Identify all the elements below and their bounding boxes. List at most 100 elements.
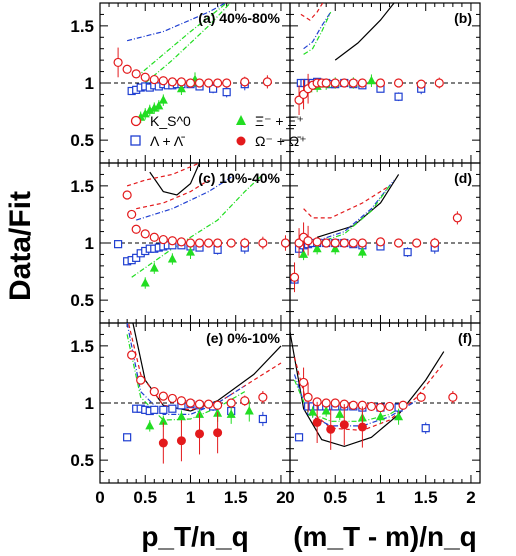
xi-point [145, 105, 155, 114]
lambda-point [159, 405, 168, 414]
xi-point [185, 247, 195, 256]
omega-point [176, 436, 186, 446]
xi-point [330, 243, 340, 253]
kaon-point [149, 232, 159, 242]
panel-b: (b) [289, 2, 481, 164]
lambda-point [208, 84, 218, 93]
kaon-point [222, 78, 232, 88]
kaon-point [384, 401, 395, 412]
legend-marker-lambda [130, 135, 141, 146]
kaon-point [149, 386, 159, 397]
legend-marker-kaon [130, 115, 142, 127]
xi-point [167, 254, 177, 263]
kaon-point [290, 272, 300, 282]
xi-point [140, 278, 150, 287]
omega-point [158, 438, 168, 448]
lambda-point [222, 88, 231, 97]
kaon-point [176, 237, 187, 247]
panel-content [100, 323, 290, 464]
kaon-point [303, 236, 313, 246]
xi-point [299, 249, 309, 258]
x-axis-title-left: p_T/n_q [141, 521, 248, 552]
fit-curve [126, 323, 246, 415]
kaon-point [194, 78, 205, 88]
x-tick-label: 0.5 [323, 488, 347, 507]
kaon-point [434, 78, 444, 88]
lambda-point [132, 253, 141, 262]
kaon-point [348, 238, 358, 248]
kaon-point [240, 396, 250, 406]
kaon-point [430, 238, 440, 248]
kaon-point [167, 77, 177, 87]
fit-curve [293, 379, 408, 422]
x-tick-label: 1.5 [414, 488, 438, 507]
xi-point [149, 103, 159, 112]
lambda-point [168, 404, 177, 413]
kaon-point [185, 238, 196, 248]
kaon-point [357, 78, 367, 88]
kaon-point [213, 78, 223, 88]
xi-point [154, 100, 164, 110]
kaon-point [321, 238, 331, 248]
lambda-point [113, 240, 123, 249]
fit-curve [144, 3, 232, 84]
xi-point [394, 411, 404, 421]
kaon-point [393, 238, 404, 248]
kaon-point [375, 78, 386, 88]
kaon-point [240, 238, 250, 248]
kaon-point [312, 237, 322, 247]
kaon-point [357, 238, 367, 248]
kaon-point [226, 398, 236, 408]
fit-curve [316, 185, 390, 244]
y-tick-label: 0.5 [70, 451, 94, 470]
xi-point [312, 243, 322, 253]
kaon-point [330, 78, 340, 88]
kaon-point [149, 74, 159, 85]
fit-curve [303, 185, 390, 219]
fit-curve [136, 179, 209, 210]
kaon-point [158, 391, 168, 401]
xi-point [226, 409, 236, 418]
kaon-point [416, 79, 426, 89]
xi-point [158, 416, 168, 425]
lambda-point [421, 424, 430, 433]
fit-curve [131, 173, 264, 278]
xi-point [335, 409, 345, 418]
panel-label: (a) 40%-80% [198, 10, 280, 26]
y-tick-label: 1.5 [70, 17, 94, 36]
kaon-point [122, 64, 132, 74]
y-tick-label: 1.5 [70, 177, 94, 196]
omega-point [357, 422, 367, 432]
x-tick-label: 0 [285, 488, 294, 507]
xi-point [308, 407, 318, 416]
kaon-point [298, 377, 309, 388]
kaon-point [122, 190, 132, 200]
kaon-point [203, 399, 214, 409]
kaon-point [158, 76, 168, 86]
y-tick-label: 1 [85, 74, 94, 93]
kaon-point [258, 238, 268, 248]
kaon-point [131, 69, 141, 79]
kaon-point [136, 375, 146, 385]
kaon-point [339, 238, 349, 248]
fit-curve [136, 173, 237, 221]
xi-point [321, 406, 331, 415]
xi-point [375, 411, 385, 421]
panel-label: (c) 10%-40% [198, 170, 280, 186]
kaon-point [131, 224, 141, 234]
kaon-point [194, 399, 205, 409]
fit-curve [135, 3, 228, 78]
xi-point [176, 83, 186, 93]
fit-curve [126, 334, 246, 421]
kaon-point [158, 234, 168, 245]
omega-point [312, 417, 322, 427]
x-tick-label: 2 [276, 488, 285, 507]
lambda-point [394, 92, 403, 101]
kaon-point [412, 238, 422, 248]
lambda-point [403, 248, 412, 257]
xi-point [176, 411, 186, 421]
kaon-point [240, 77, 250, 87]
x-tick-label: 1.5 [224, 488, 248, 507]
kaon-point [339, 78, 349, 88]
